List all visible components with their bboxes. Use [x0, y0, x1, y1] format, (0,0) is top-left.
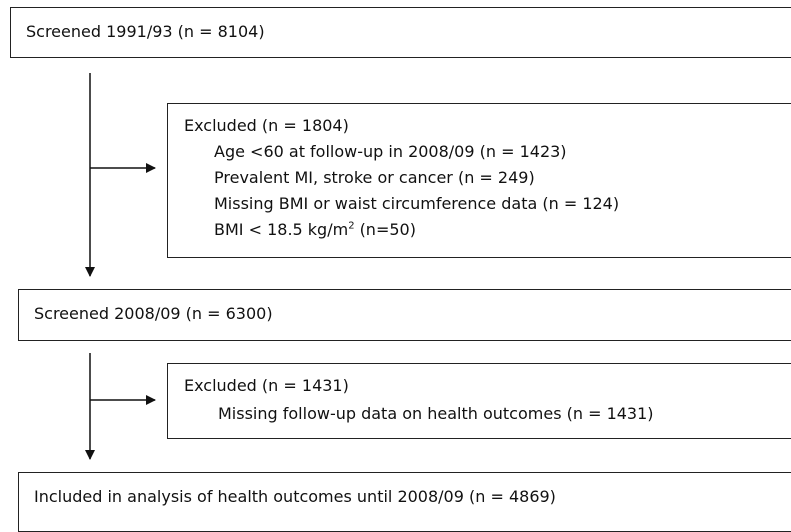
flow-diagram: Screened 1991/93 (n = 8104) Excluded (n … [10, 7, 791, 532]
superscript: 2 [348, 220, 355, 232]
box: Included in analysis of health outcomes … [18, 472, 791, 532]
box-text: (n=50) [359, 220, 416, 239]
box-text: BMI < 18.5 kg/m2 (n=50) [214, 220, 416, 240]
box-text: Screened 2008/09 (n = 6300) [34, 304, 273, 323]
box: Excluded (n = 1804) Age <60 at follow-up… [167, 103, 791, 258]
arrows [85, 73, 156, 460]
box-text: BMI < 18.5 kg/m [214, 220, 349, 239]
box-text: Missing BMI or waist circumference data … [214, 194, 620, 213]
box: Screened 1991/93 (n = 8104) [10, 7, 791, 58]
box-text: Screened 1991/93 (n = 8104) [26, 22, 265, 41]
box: Excluded (n = 1431) Missing follow-up da… [167, 363, 791, 439]
box-text: Prevalent MI, stroke or cancer (n = 249) [214, 168, 535, 187]
box: Screened 2008/09 (n = 6300) [18, 289, 791, 341]
box-text: Included in analysis of health outcomes … [34, 487, 556, 506]
box-text: Missing follow-up data on health outcome… [218, 404, 654, 423]
box-title: Excluded (n = 1804) [184, 116, 349, 135]
box-text: Age <60 at follow-up in 2008/09 (n = 142… [214, 142, 567, 161]
box-title: Excluded (n = 1431) [184, 376, 349, 395]
